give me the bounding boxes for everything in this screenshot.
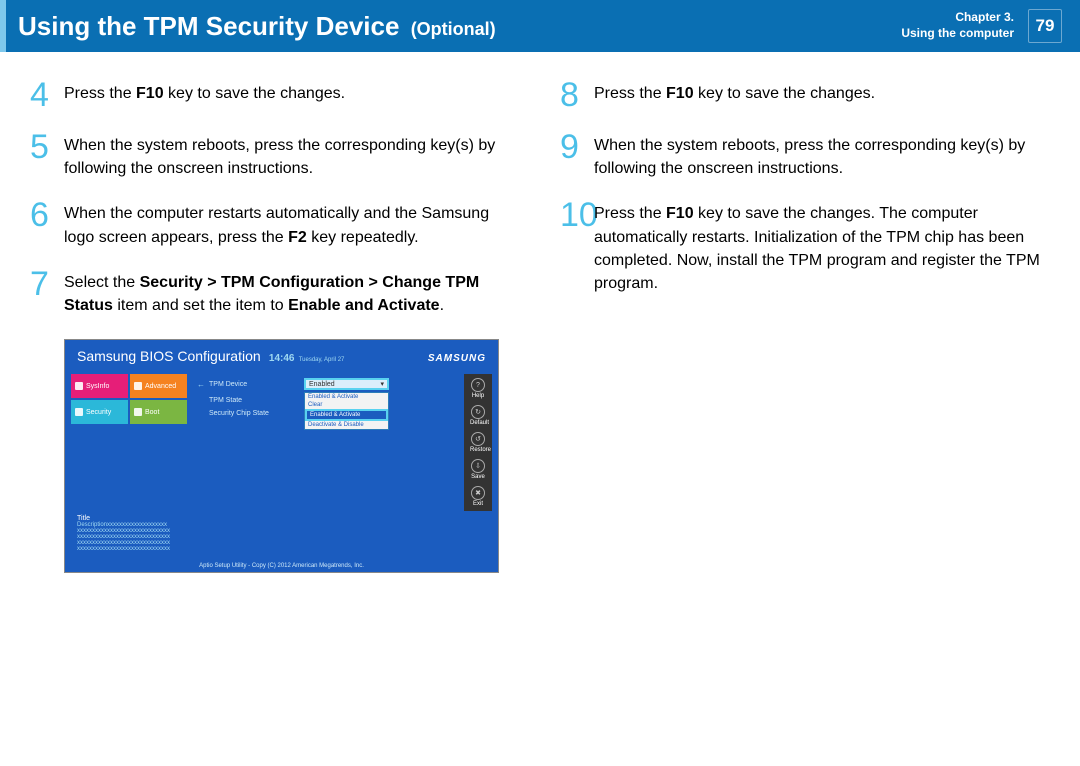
instruction-step: 5When the system reboots, press the corr… [30,134,520,180]
instruction-step: 8Press the F10 key to save the changes. [560,82,1050,112]
tpm-state-dropdown[interactable]: Enabled & Activate Clear Enabled & Activ… [304,392,389,430]
step-text: Select the Security > TPM Configuration … [64,271,520,317]
samsung-logo: SAMSUNG [428,353,486,364]
tab-label: Boot [145,409,159,416]
header-accent [0,0,6,52]
title-main: Using the TPM Security Device [18,11,399,41]
bios-date: Tuesday, April 27 [299,357,345,363]
restore-button[interactable]: ↺Restore [470,432,486,453]
side-label: Save [471,474,485,480]
header-right: Chapter 3. Using the computer 79 [901,9,1062,43]
select-value: Enabled [309,381,335,388]
default-button[interactable]: ↻Default [470,405,486,426]
bios-tabs: SysInfo Advanced Security Boot [71,374,191,511]
row-label: TPM Device [209,381,304,388]
instruction-step: 4Press the F10 key to save the changes. [30,82,520,112]
side-label: Restore [470,447,491,453]
step-number: 10 [560,198,594,232]
side-label: Default [470,420,489,426]
step-text: When the system reboots, press the corre… [64,134,520,180]
bios-screenshot: Samsung BIOS Configuration 14:46 Tuesday… [64,339,499,573]
lock-icon [75,408,83,416]
instruction-step: 9When the system reboots, press the corr… [560,134,1050,180]
dropdown-option[interactable]: Deactivate & Disable [305,421,388,429]
page-header: Using the TPM Security Device (Optional)… [0,0,1080,52]
bios-footer: Aptio Setup Utility - Copy (C) 2012 Amer… [65,562,498,572]
help-icon: ? [471,378,485,392]
content-columns: 4Press the F10 key to save the changes.5… [0,52,1080,573]
step-number: 5 [30,130,64,164]
home-icon [75,382,83,390]
bios-body: SysInfo Advanced Security Boot ← TPM Dev… [65,370,498,511]
step-text: Press the F10 key to save the changes. [594,82,1050,105]
tab-security[interactable]: Security [71,400,128,424]
restore-icon: ↺ [471,432,485,446]
desc-title: Title [77,515,486,522]
step-number: 8 [560,78,594,112]
save-button[interactable]: ⇩Save [470,459,486,480]
page-number-badge: 79 [1028,9,1062,43]
step-text: Press the F10 key to save the changes. T… [594,202,1050,295]
instruction-step: 6When the computer restarts automaticall… [30,202,520,248]
tab-label: Security [86,409,111,416]
step-number: 7 [30,267,64,301]
bios-description: Title Descriptionxxxxxxxxxxxxxxxxxxxx xx… [65,511,498,562]
right-column: 8Press the F10 key to save the changes. 9… [560,82,1050,573]
power-icon [134,408,142,416]
step-text: When the computer restarts automatically… [64,202,520,248]
bios-header: Samsung BIOS Configuration 14:46 Tuesday… [65,340,498,370]
step-number: 4 [30,78,64,112]
help-button[interactable]: ?Help [470,378,486,399]
tpm-device-select[interactable]: Enabled ▾ [304,378,389,390]
row-label: TPM State [209,397,304,404]
step-text: Press the F10 key to save the changes. [64,82,520,105]
bios-title: Samsung BIOS Configuration [77,348,261,364]
row-label: Security Chip State [209,410,304,417]
bios-time: 14:46 [269,353,295,364]
chapter-line1: Chapter 3. [901,10,1014,26]
default-icon: ↻ [471,405,485,419]
dropdown-option[interactable]: Enabled & Activate [305,393,388,401]
instruction-step: 7Select the Security > TPM Configuration… [30,271,520,317]
side-label: Help [472,393,484,399]
tab-advanced[interactable]: Advanced [130,374,187,398]
dropdown-option-selected[interactable]: Enabled & Activate [305,409,388,421]
tab-sysinfo[interactable]: SysInfo [71,374,128,398]
dropdown-option[interactable]: Clear [305,401,388,409]
page-title: Using the TPM Security Device (Optional) [18,11,496,42]
tab-boot[interactable]: Boot [130,400,187,424]
chapter-line2: Using the computer [901,26,1014,42]
exit-button[interactable]: ✖Exit [470,486,486,507]
back-icon[interactable]: ← [197,380,209,389]
exit-icon: ✖ [471,486,485,500]
title-optional: (Optional) [411,19,496,39]
tab-label: Advanced [145,383,176,390]
instruction-step: 10Press the F10 key to save the changes.… [560,202,1050,295]
step-number: 9 [560,130,594,164]
chapter-label: Chapter 3. Using the computer [901,10,1014,41]
desc-line: xxxxxxxxxxxxxxxxxxxxxxxxxxxxxxx [77,546,486,552]
left-column: 4Press the F10 key to save the changes. 5… [30,82,520,573]
bios-main-panel: ← TPM Device Enabled ▾ TPM State Clear Se… [191,374,464,511]
step-text: When the system reboots, press the corre… [594,134,1050,180]
chevron-down-icon: ▾ [380,380,384,388]
bios-side-toolbar: ?Help ↻Default ↺Restore ⇩Save ✖Exit [464,374,492,511]
step-number: 6 [30,198,64,232]
wrench-icon [134,382,142,390]
tab-label: SysInfo [86,383,109,390]
save-icon: ⇩ [471,459,485,473]
side-label: Exit [473,501,483,507]
